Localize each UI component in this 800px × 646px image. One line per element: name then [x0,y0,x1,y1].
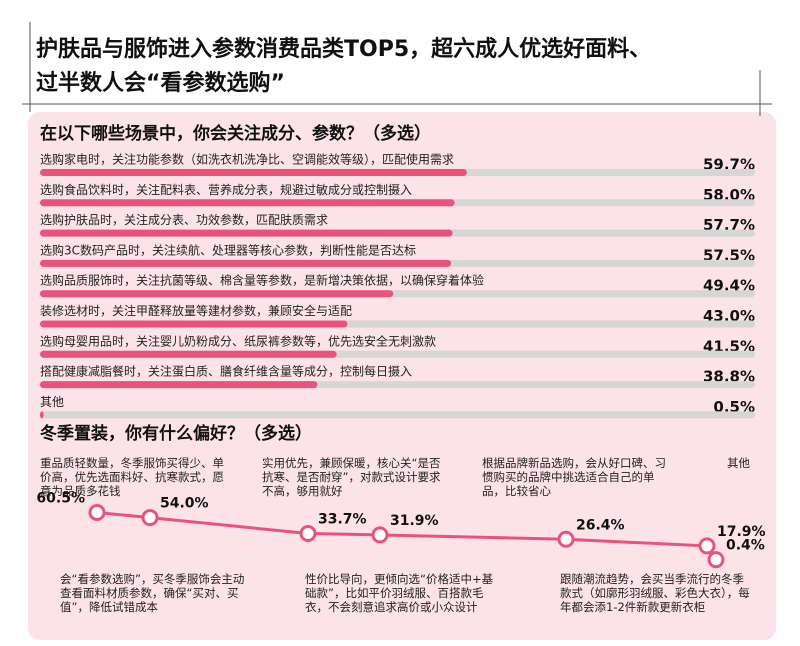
category-note: 根据品牌新品选购，会从好口碑、习惯购买的品牌中挑选适合自己的单品，比较省心 [482,456,666,498]
page-title: 过半数人会“看参数选购” [36,70,285,96]
point [88,503,106,521]
category-label: 选购食品饮料时，关注配料表、营养成分表，规避过敏成分或控制摄入 [40,182,412,197]
point [698,537,716,555]
value-label: 0.4% [726,538,765,554]
value-label: 26.4% [576,517,625,533]
value-label: 17.9% [717,524,766,540]
category-note: 会“看参数选购”，买冬季服饰会主动查看面料材质参数，确保“买对、买值”，降低试错… [60,572,245,614]
category-label: 选购3C数码产品时，关注续航、处理器等核心参数，判断性能是否达标 [40,242,416,257]
bar [40,259,452,267]
value-label: 31.9% [390,513,439,529]
category-note: 实用优先，兼顾保暖，核心关“是否抗寒、是否耐穿”，对款式设计要求不高，够用就好 [262,456,441,498]
category-label: 选购家电时，关注功能参数（如洗衣机洗净比、空调能效等级），匹配使用需求 [40,152,454,167]
bar [40,290,394,298]
category-note: 其他 [727,456,750,470]
bar [40,169,467,176]
bar [40,411,44,419]
category-note: 跟随潮流趋势，会买当季流行的冬季款式（如廓形羽绒服、彩色大衣），每年都会添1-2… [560,572,750,614]
category-label: 选购护肤品时，关注成分表、功效参数，匹配肤质需求 [40,212,328,227]
category-label: 搭配健康减脂餐时，关注蛋白质、膳食纤维含量等成分，控制每日摄入 [40,364,412,379]
value-label: 33.7% [318,512,367,528]
point [707,551,725,569]
bar [40,381,318,389]
panel [28,112,776,640]
point [371,526,389,544]
bar-track [40,411,755,419]
point [141,509,159,527]
chart-title: 在以下哪些场景中，你会关注成分、参数？（多选） [40,123,431,144]
point [557,530,575,548]
category-note: 性价比导向，更倾向选“价格适中+基础款”，比如平价羽绒服、百搭款毛衣，不会刻意追… [305,572,494,614]
category-note: 重品质轻数量，冬季服饰买得少、单价高，优先选面料好、抗寒款式，愿意为品质多花钱 [40,456,224,498]
category-label: 其他 [40,395,64,409]
category-label: 选购母婴用品时，关注婴儿奶粉成分、纸尿裤参数等，优先选安全无刺激款 [40,333,436,348]
bar [40,229,453,237]
bar [40,350,337,358]
chart-title: 冬季置装，你有什么偏好？（多选） [40,423,312,444]
category-label: 装修选材时，关注甲醛释放量等建材参数，兼顾安全与适配 [40,303,352,318]
bar [40,320,348,328]
value-label: 60.5% [36,490,85,506]
value-label: 54.0% [160,496,209,512]
page-title: 护肤品与服饰进入参数消费品类TOP5，超六成人优选好面料、 [36,36,651,62]
point [299,525,317,543]
category-label: 选购品质服饰时，关注抗菌等级、棉含量等参数，是新增决策依据，以确保穿着体验 [40,273,484,288]
bar [40,199,455,207]
